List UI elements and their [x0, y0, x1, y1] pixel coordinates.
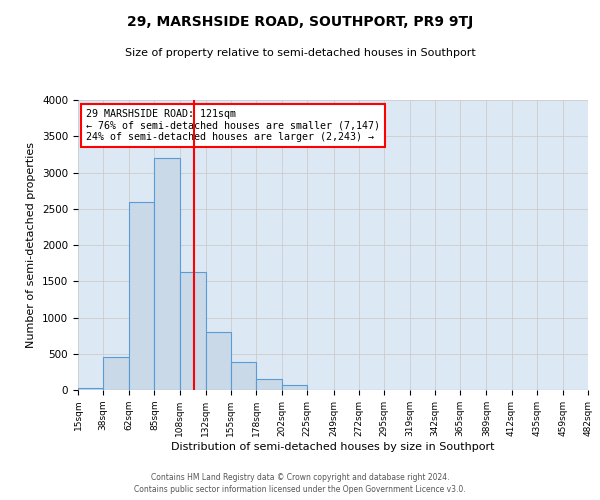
Bar	[231, 362, 256, 390]
X-axis label: Distribution of semi-detached houses by size in Southport: Distribution of semi-detached houses by …	[171, 442, 495, 452]
Bar	[154, 158, 179, 390]
Bar	[179, 272, 206, 390]
Bar	[130, 202, 154, 390]
Bar	[206, 332, 231, 390]
Bar	[103, 356, 130, 390]
Bar	[78, 388, 103, 390]
Text: Contains HM Land Registry data © Crown copyright and database right 2024.: Contains HM Land Registry data © Crown c…	[151, 472, 449, 482]
Bar	[282, 385, 307, 390]
Bar	[256, 379, 282, 390]
Y-axis label: Number of semi-detached properties: Number of semi-detached properties	[26, 142, 37, 348]
Text: Contains public sector information licensed under the Open Government Licence v3: Contains public sector information licen…	[134, 485, 466, 494]
Text: 29, MARSHSIDE ROAD, SOUTHPORT, PR9 9TJ: 29, MARSHSIDE ROAD, SOUTHPORT, PR9 9TJ	[127, 15, 473, 29]
Text: 29 MARSHSIDE ROAD: 121sqm
← 76% of semi-detached houses are smaller (7,147)
24% : 29 MARSHSIDE ROAD: 121sqm ← 76% of semi-…	[86, 108, 380, 142]
Text: Size of property relative to semi-detached houses in Southport: Size of property relative to semi-detach…	[125, 48, 475, 58]
